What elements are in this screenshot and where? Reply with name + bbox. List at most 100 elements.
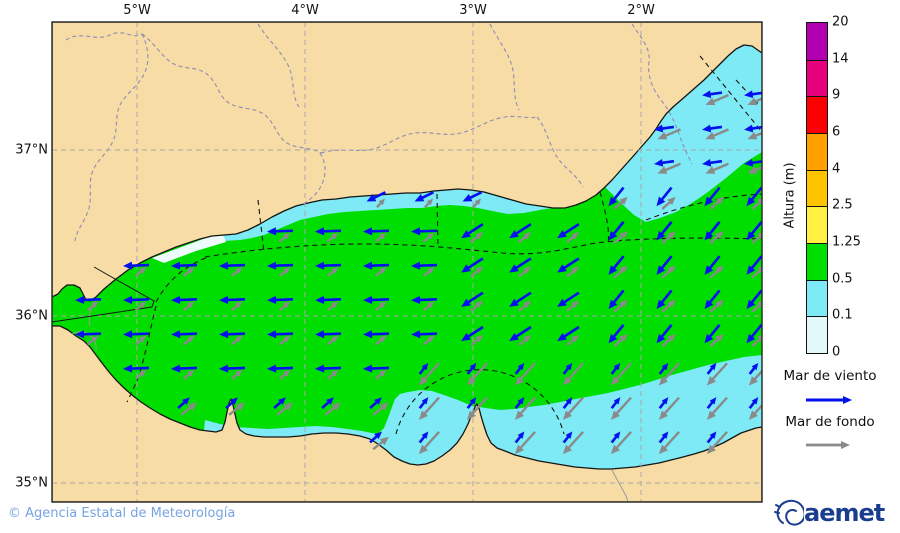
wind-arrow-head xyxy=(746,265,756,275)
swell-arrow-shaft xyxy=(709,396,728,417)
swell-arrow-shaft xyxy=(709,362,728,383)
wind-arrow-head xyxy=(608,333,618,344)
swell-arrow-head xyxy=(619,231,628,240)
swell-arrow-head xyxy=(715,231,724,240)
swell-arrow-head xyxy=(658,410,668,420)
swell-arrow-head xyxy=(748,376,758,386)
swell-arrow-head xyxy=(139,369,147,377)
wind-arrow-head xyxy=(469,362,477,371)
wind-arrow-head xyxy=(704,333,714,344)
wind-arrow-head xyxy=(746,230,756,241)
swell-arrow-head xyxy=(747,131,758,140)
swell-arrow-shaft xyxy=(613,396,632,417)
swell-arrow-shaft xyxy=(517,362,536,383)
legend-arrows xyxy=(806,395,852,450)
strait-traffic-lines xyxy=(52,266,155,323)
wind-arrow-head xyxy=(565,362,573,371)
swell-arrow-head xyxy=(706,410,716,420)
aemet-logo-text: aemet xyxy=(804,499,885,527)
land-morocco-algeria xyxy=(52,325,762,502)
swell-arrow-head xyxy=(757,335,762,342)
swell-arrow-head xyxy=(562,444,572,455)
swell-arrow-head xyxy=(610,444,620,455)
wind-arrow-head xyxy=(517,397,525,405)
wind-arrow-head xyxy=(182,397,190,405)
colorbar-level-label: 4 xyxy=(832,161,841,177)
swell-arrow-head xyxy=(706,376,716,386)
wind-arrow-head xyxy=(613,397,621,405)
swell-arrow-shaft xyxy=(469,362,488,383)
wind-arrow-head xyxy=(509,229,519,239)
swell-arrow-shaft xyxy=(661,431,680,451)
wind-arrow-head xyxy=(315,295,325,304)
colorbar-segment xyxy=(807,279,827,317)
swell-arrow-head xyxy=(331,267,339,274)
swell-arrow-head xyxy=(283,267,291,274)
lat-tick-36n: 36°N xyxy=(15,308,48,324)
swell-arrow-head xyxy=(427,267,435,274)
swell-arrow-head xyxy=(562,410,572,420)
swell-arrow-head xyxy=(474,198,482,206)
swell-arrow-head xyxy=(514,376,524,386)
wind-arrow-head xyxy=(702,158,712,167)
wind-arrow-head xyxy=(326,397,334,405)
wind-arrow-head xyxy=(461,264,471,273)
wind-arrow-head xyxy=(461,298,471,307)
swell-arrow-head xyxy=(187,335,195,343)
swell-arrow-head xyxy=(379,301,387,309)
swell-arrow-head xyxy=(610,376,620,386)
swell-arrow-head xyxy=(619,334,628,343)
swell-arrow-shaft xyxy=(661,396,680,417)
wind-arrow-head xyxy=(656,196,666,207)
swell-arrow-head xyxy=(331,301,339,309)
wind-arrow-head xyxy=(278,397,286,405)
swell-arrow-head xyxy=(91,335,99,343)
swell-arrow-shaft xyxy=(517,396,536,417)
wind-arrow-head xyxy=(509,332,519,342)
wind-arrow-head xyxy=(709,362,717,371)
swell-arrow-head xyxy=(379,267,387,274)
swell-arrow-head xyxy=(619,299,628,308)
wind-arrow-head xyxy=(746,333,756,344)
province-boundary xyxy=(65,32,143,41)
swell-arrow-shaft xyxy=(421,362,440,383)
wind-arrow-head xyxy=(267,261,277,270)
wind-arrow-head xyxy=(608,230,618,241)
land-spain xyxy=(52,22,762,302)
swell-arrow-head xyxy=(757,300,762,308)
wind-arrow-head xyxy=(746,196,756,207)
wind-arrow-head xyxy=(744,90,754,99)
wind-arrow-head xyxy=(654,158,664,167)
wind-arrow-head xyxy=(267,364,277,373)
lon-tick-4w: 4°W xyxy=(291,3,319,18)
wind-arrow-head xyxy=(123,261,133,270)
swell-arrow-head xyxy=(331,232,339,240)
wind-arrow-head xyxy=(421,431,429,439)
wind-arrow-head xyxy=(230,397,238,405)
wind-arrow-head xyxy=(704,230,714,241)
swell-arrow-shaft xyxy=(421,431,440,451)
wind-arrow-head xyxy=(704,299,714,310)
wind-arrow-head xyxy=(704,196,714,207)
strait-line xyxy=(52,266,155,323)
wind-arrow-head xyxy=(315,227,325,236)
map-border xyxy=(51,21,763,503)
swell-arrow-head xyxy=(747,97,758,106)
swell-arrow-shaft xyxy=(751,369,762,383)
colorbar-title: Altura (m) xyxy=(782,162,798,229)
swell-arrow-head xyxy=(418,444,428,455)
wind-arrow-head xyxy=(608,265,618,275)
wind-arrow-head xyxy=(219,261,229,270)
wind-arrow-head xyxy=(744,158,754,167)
swell-arrow-shaft xyxy=(613,431,632,451)
swell-arrow-head xyxy=(619,196,628,205)
swell-arrow-shaft xyxy=(565,362,584,383)
swell-arrow-head xyxy=(139,301,147,309)
aemet-logo: aemet xyxy=(772,497,885,529)
colorbar-segment xyxy=(807,23,827,60)
swell-arrow-head xyxy=(715,334,724,343)
swell-arrow-shaft xyxy=(565,396,584,417)
swell-arrow-head xyxy=(562,376,572,386)
wind-arrow-head xyxy=(517,431,525,439)
swell-arrow-head xyxy=(378,198,386,206)
